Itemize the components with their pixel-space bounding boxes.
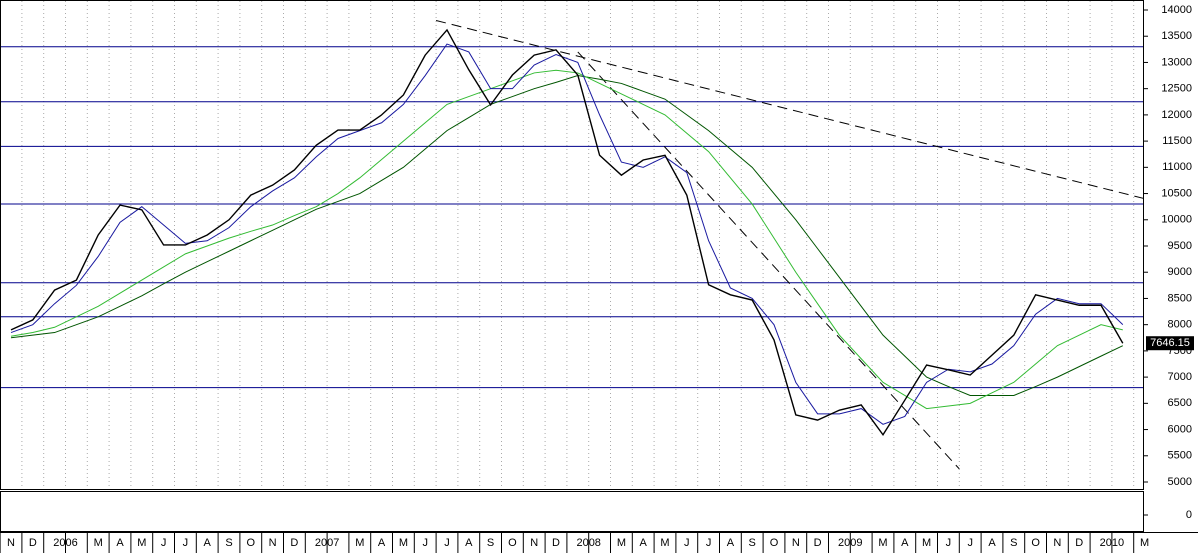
y-tick-label: 9500 — [1168, 240, 1192, 252]
last-value-box — [1146, 336, 1194, 351]
x-tick-label: J — [684, 537, 690, 549]
y-tick-label: 14000 — [1161, 4, 1192, 16]
y-tick-label: 12000 — [1161, 109, 1192, 121]
y-tick-label: 6000 — [1168, 423, 1192, 435]
y-tick-label: 8000 — [1168, 319, 1192, 331]
x-tick-label: J — [967, 537, 973, 549]
x-tick-label: O — [770, 537, 779, 549]
x-tick-label: J — [422, 537, 428, 549]
y-tick-label: 5000 — [1168, 476, 1192, 488]
moving-average — [10, 75, 1124, 396]
x-tick-label: A — [465, 537, 473, 549]
x-tick-label: M — [399, 537, 408, 549]
price-line — [10, 28, 1124, 437]
lower-y-tick-label: 0 — [1186, 509, 1192, 521]
last-value-label: 7646.15 — [1150, 337, 1190, 349]
x-tick-label: N — [269, 537, 277, 549]
x-tick-label: D — [29, 537, 37, 549]
y-tick-label: 12500 — [1161, 83, 1192, 95]
x-tick-label: J — [444, 537, 450, 549]
x-tick-label: M — [137, 537, 146, 549]
x-tick-label: N — [1053, 537, 1061, 549]
x-tick-label: J — [183, 537, 189, 549]
x-tick-label: A — [901, 537, 909, 549]
lower-panel-frame — [0, 491, 1144, 532]
moving-average — [10, 43, 1124, 425]
y-tick-label: 9000 — [1168, 266, 1192, 278]
moving-average — [10, 69, 1123, 410]
x-tick-label: S — [1010, 537, 1017, 549]
x-tick-label: A — [727, 537, 735, 549]
trendline — [577, 51, 960, 470]
y-tick-label: 6500 — [1168, 397, 1192, 409]
y-tick-label: 8500 — [1168, 292, 1192, 304]
trendline — [435, 20, 1143, 199]
x-tick-label: N — [530, 537, 538, 549]
x-tick-label: M — [922, 537, 931, 549]
x-tick-label: O — [508, 537, 517, 549]
x-tick-label: D — [290, 537, 298, 549]
x-tick-label: M — [878, 537, 887, 549]
x-tick-label: M — [617, 537, 626, 549]
x-tick-label: M — [1140, 537, 1149, 549]
x-tick-label: A — [640, 537, 648, 549]
y-tick-label: 13500 — [1161, 30, 1192, 42]
x-tick-label: A — [116, 537, 124, 549]
x-tick-label: J — [946, 537, 952, 549]
x-tick-label: D — [814, 537, 822, 549]
x-tick-label: A — [988, 537, 996, 549]
x-tick-label: D — [1075, 537, 1083, 549]
x-tick-label: A — [204, 537, 212, 549]
x-tick-label: S — [487, 537, 494, 549]
y-tick-label: 10500 — [1161, 187, 1192, 199]
x-tick-label: D — [552, 537, 560, 549]
plot-frame — [0, 0, 1144, 490]
x-tick-label: A — [378, 537, 386, 549]
x-tick-label: N — [792, 537, 800, 549]
y-tick-label: 13000 — [1161, 56, 1192, 68]
y-tick-label: 5500 — [1168, 450, 1192, 462]
x-tick-label: S — [749, 537, 756, 549]
x-tick-label: M — [94, 537, 103, 549]
x-tick-label: N — [7, 537, 15, 549]
plot-area — [1, 1, 1143, 489]
y-tick-label: 11500 — [1162, 135, 1192, 147]
y-tick-label: 7000 — [1168, 371, 1192, 383]
x-tick-label: M — [660, 537, 669, 549]
x-tick-label: S — [225, 537, 232, 549]
x-tick-label: J — [706, 537, 712, 549]
x-tick-label: J — [161, 537, 167, 549]
y-tick-label: 10000 — [1161, 214, 1192, 226]
x-tick-label: O — [1031, 537, 1040, 549]
x-tick-label: O — [247, 537, 256, 549]
y-tick-label: 11000 — [1162, 161, 1192, 173]
x-tick-label: M — [355, 537, 364, 549]
